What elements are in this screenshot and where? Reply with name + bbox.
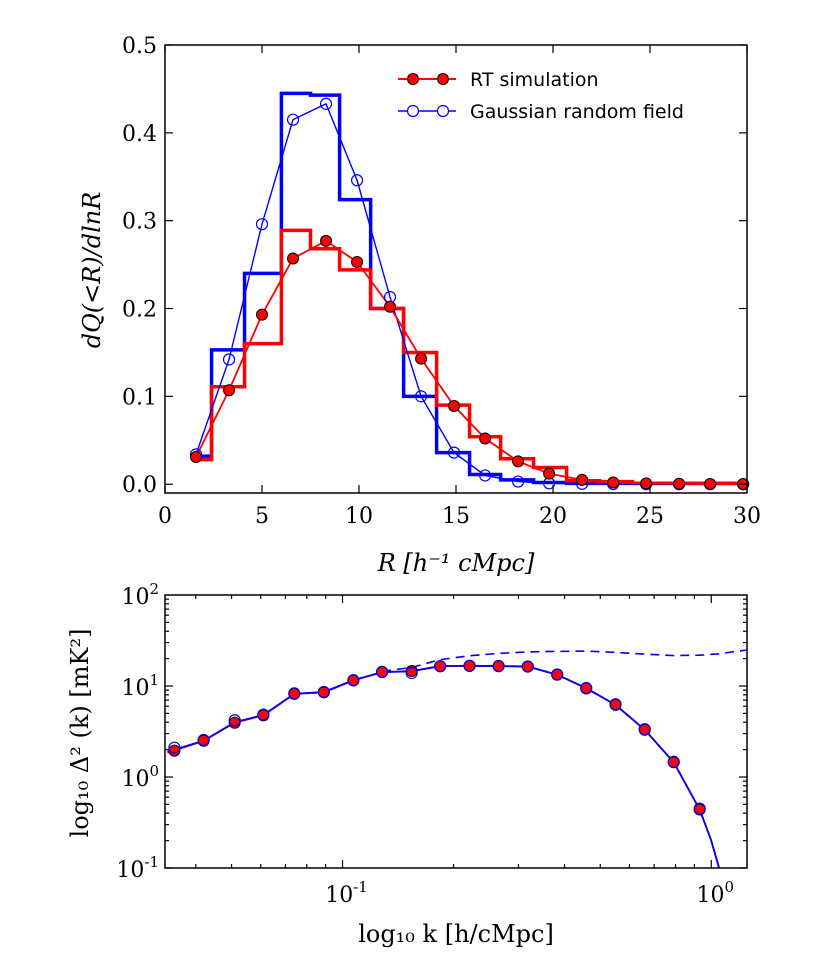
grf-spectrum-point (638, 723, 651, 736)
rt-point (576, 473, 589, 486)
grf-spectrum-point (521, 660, 534, 673)
grf-spectrum-point (347, 674, 360, 687)
bottom-y-tick-label: 100 (121, 762, 159, 792)
grf-spectrum-point (317, 685, 330, 699)
top-panel-histogram: 0 5 10 15 20 25 30 0.0 0.1 0.2 0.3 0.4 0.5 RT simula… (78, 34, 761, 577)
legend-label-rt-simulation: RT simulation (470, 69, 599, 91)
grf-spectrum-point (463, 659, 476, 672)
legend-grf-marker-right (436, 104, 450, 118)
rt-point (351, 255, 364, 268)
top-x-tick-label: 10 (345, 504, 373, 529)
top-x-axis-title: R [h⁻¹ cMpc] (377, 549, 535, 577)
top-x-tick-label: 20 (539, 504, 567, 529)
grf-point (350, 174, 364, 187)
grf-spectrum-point (609, 698, 622, 711)
grf-spectrum-point (168, 741, 181, 754)
top-y-tick-label: 0.0 (122, 473, 157, 498)
top-x-tick-label: 30 (733, 504, 761, 529)
top-y-tick-label: 0.4 (122, 122, 157, 147)
bottom-y-tick-label: 101 (121, 671, 159, 701)
bottom-y-tick-label: 102 (121, 580, 159, 610)
grf-point (479, 469, 492, 482)
bottom-series-layer (167, 649, 747, 868)
rt-point (607, 476, 620, 489)
grf-spectrum-point (228, 714, 241, 727)
rt-point (448, 400, 461, 413)
bottom-x-tick-label: 10-1 (325, 878, 368, 908)
bottom-plot-frame (164, 594, 748, 869)
grf-spectrum-point (375, 665, 389, 678)
rt-point (512, 455, 525, 468)
grf-curve (167, 664, 720, 868)
legend-label-gaussian-random-field: Gaussian random field (470, 101, 684, 123)
top-x-tick-label: 15 (442, 504, 470, 529)
grf-spectrum-point (257, 708, 270, 721)
top-y-tick-label: 0.5 (122, 34, 157, 59)
top-ticks-layer: 0 5 10 15 20 25 30 0.0 0.1 0.2 0.3 0.4 0.5 (122, 34, 761, 529)
rt-point (640, 477, 653, 490)
rt-point (704, 477, 717, 490)
grf-point (414, 390, 428, 403)
legend-entry-gaussian-random-field: Gaussian random field (398, 101, 684, 123)
bottom-y-tick-label: 10-1 (116, 853, 159, 883)
grf-dashed-curve (381, 649, 747, 673)
rt-point (223, 384, 236, 397)
top-y-axis-title: dQ(<R)/dlnR (78, 192, 106, 349)
grf-point (319, 97, 333, 110)
top-y-tick-label: 0.3 (122, 210, 157, 235)
bottom-markers-layer (168, 659, 706, 816)
grf-spectrum-point (405, 666, 418, 680)
rt-point (543, 467, 556, 480)
grf-spectrum-point (580, 681, 593, 695)
grf-spectrum-point (667, 755, 680, 768)
rt-point (673, 477, 686, 490)
grf-spectrum-point (197, 733, 210, 747)
rt-point (384, 300, 397, 313)
grf-spectrum-point (288, 687, 301, 700)
bottom-x-axis-title: log₁₀ k [h/cMpc] (358, 920, 554, 948)
grf-point (255, 218, 269, 231)
grf-spectrum-point (551, 668, 564, 681)
legend-rt-marker-left (407, 73, 419, 85)
rt-point (415, 352, 428, 365)
grf-point (286, 113, 300, 126)
top-series-layer (189, 91, 750, 491)
top-y-tick-label: 0.2 (122, 298, 157, 323)
rt-line (195, 239, 744, 486)
legend-entry-rt-simulation: RT simulation (398, 69, 599, 91)
rt-point (190, 450, 203, 463)
grf-spectrum-point (434, 660, 447, 673)
bottom-ticks-layer: 10-1 100 10-1 100 101 102 (116, 580, 747, 908)
top-y-tick-label: 0.1 (122, 385, 157, 410)
rt-point (479, 432, 492, 445)
bottom-x-tick-label: 100 (696, 878, 734, 908)
rt-curve (167, 665, 720, 868)
rt-point (287, 252, 300, 265)
grf-spectrum-point (693, 802, 706, 815)
legend: RT simulation Gaussian random field (398, 69, 684, 123)
legend-rt-marker-right (437, 73, 449, 85)
top-x-tick-label: 25 (636, 504, 664, 529)
top-x-tick-label: 0 (158, 504, 172, 529)
bottom-y-axis-title: log₁₀ Δ² (k) [mK²] (66, 629, 94, 838)
grf-point (222, 353, 236, 366)
grf-spectrum-point (492, 659, 505, 673)
rt-point (256, 308, 268, 321)
rt-spectrum-point (168, 744, 181, 757)
rt-point (320, 234, 333, 247)
bottom-panel-power-spectrum: 10-1 100 10-1 100 101 102 log₁₀ k [h/cMpc] lo… (66, 580, 748, 948)
grf-point (511, 475, 525, 488)
top-x-tick-label: 5 (255, 504, 269, 529)
legend-grf-marker-left (406, 104, 420, 118)
grf-point (447, 446, 461, 459)
rt-histogram-step (194, 228, 747, 486)
